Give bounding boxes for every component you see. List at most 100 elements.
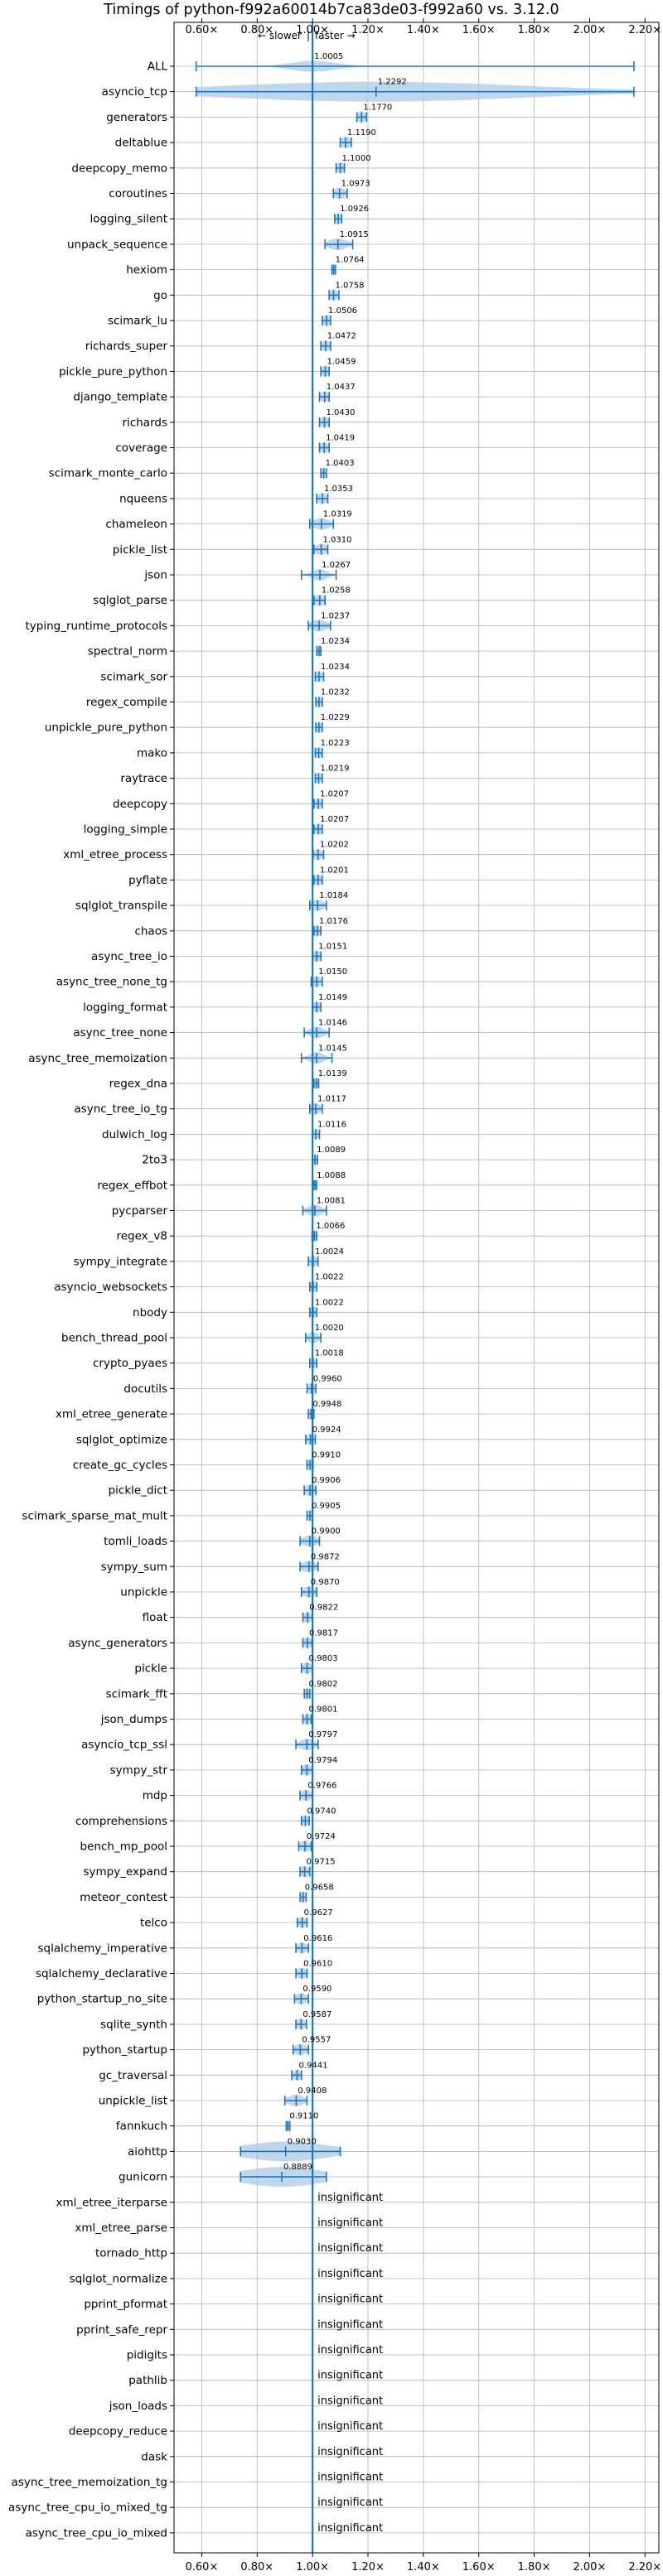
annotation-separator: | [307,30,310,41]
ratio-label: 1.0207 [320,789,349,798]
benchmark-label: async_tree_cpu_io_mixed [26,2526,167,2540]
ratio-label: 1.1770 [363,103,392,112]
benchmark-label: pickle_list [113,543,167,557]
benchmark-label: meteor_contest [80,1891,167,1904]
benchmark-label: richards [123,416,167,429]
ratio-label: 1.0005 [314,52,343,61]
benchmark-label: comprehensions [75,1815,167,1828]
xtick-bottom-label: 1.00× [296,2561,329,2574]
ratio-label: 0.9803 [309,1654,338,1663]
ratio-label: 1.0146 [318,1019,347,1028]
ratio-label: 0.9817 [309,1628,338,1638]
benchmark-label: tornado_http [95,2247,167,2260]
benchmark-label: ALL [148,60,168,74]
benchmark-label: async_tree_memoization_tg [12,2476,167,2489]
ratio-label: 1.0403 [326,459,355,468]
benchmark-label: tomli_loads [104,1535,167,1548]
benchmark-label: sqlglot_parse [93,594,167,607]
benchmark-label: chaos [134,924,167,938]
benchmark-label: deepcopy_reduce [69,2425,167,2439]
ratio-label: 0.9797 [308,1730,337,1739]
xtick-bottom-label: 2.00× [573,2561,607,2574]
insignificant-label: insignificant [317,2318,383,2331]
ratio-label: 1.0151 [318,943,347,952]
ratio-label: 1.0088 [317,1171,346,1180]
ratio-label: 1.0116 [317,1120,346,1129]
ratio-label: 1.2292 [378,78,407,87]
xtick-top-label: 1.40× [407,24,440,36]
benchmark-label: deepcopy_memo [71,162,167,175]
ratio-label: 1.0234 [321,663,350,672]
ratio-label: 0.9822 [309,1604,338,1613]
ratio-label: 1.0176 [319,917,348,926]
ratio-label: 0.9590 [302,1985,332,1994]
benchmark-label: chameleon [105,518,167,531]
benchmark-label: mako [137,746,167,760]
xtick-bottom-label: 1.60× [462,2561,496,2574]
benchmark-label: unpickle [120,1586,167,1599]
xtick-top-label: 0.80× [240,24,273,36]
benchmark-label: raytrace [120,772,167,785]
benchmark-label: scimark_monte_carlo [49,467,167,480]
benchmark-label: asyncio_websockets [54,1281,167,1294]
ratio-label: 1.0207 [320,815,349,824]
xtick-top-label: 1.80× [518,24,551,36]
ratio-label: 1.0353 [324,485,353,494]
benchmark-label: regex_v8 [116,1230,167,1243]
ratio-label: 0.9030 [288,2137,317,2146]
ratio-label: 1.0926 [340,205,369,214]
ratio-label: 1.0145 [318,1044,347,1053]
benchmark-label: regex_dna [109,1078,167,1091]
benchmark-label: coverage [115,441,167,455]
ratio-label: 1.0234 [321,637,350,646]
benchmark-label: xml_etree_generate [56,1408,167,1421]
insignificant-label: insignificant [317,2268,383,2280]
ratio-label: 1.0764 [336,256,365,265]
xtick-top-label: 2.00× [573,24,607,36]
ratio-label: 1.0081 [317,1197,346,1206]
benchmark-label: xml_etree_process [63,848,167,861]
xtick-bottom-label: 1.40× [407,2561,440,2574]
insignificant-label: insignificant [317,2472,383,2484]
benchmark-label: generators [106,111,167,124]
benchmark-label: sqlalchemy_declarative [36,1967,167,1980]
ratio-label: 0.9740 [307,1807,336,1816]
benchmark-label: spectral_norm [88,645,167,658]
benchmark-label: dulwich_log [102,1128,167,1141]
ratio-label: 1.1190 [347,128,376,137]
benchmark-label: scimark_lu [108,315,167,328]
benchmark-label: aiohttp [128,2145,167,2159]
plot-frame [173,22,660,2554]
benchmark-label: bench_thread_pool [61,1332,167,1345]
violins [196,60,634,2188]
benchmark-label: json_loads [109,2400,167,2413]
ratio-label: 1.0066 [316,1222,345,1231]
ratio-label: 0.9900 [312,1527,341,1536]
xtick-top-label: 1.00× [296,24,329,36]
benchmark-label: django_template [73,391,167,404]
benchmark-label: async_generators [68,1637,167,1650]
ratio-label: 0.9610 [303,1960,332,1969]
ratio-label: 1.0024 [315,1247,344,1257]
ratio-label: 0.9658 [305,1883,334,1892]
benchmark-label: python_startup_no_site [37,1993,167,2006]
ratio-label: 1.0020 [315,1324,344,1333]
benchmark-label: pprint_pformat [84,2298,167,2311]
grid [174,22,659,2553]
ratio-label: 1.0139 [318,1069,347,1078]
benchmark-label: scimark_fft [106,1687,167,1700]
insignificant-label: insignificant [317,2294,383,2306]
benchmark-label: async_tree_memoization [28,1052,167,1065]
ratio-label: 1.0973 [341,180,370,189]
xtick-bottom-label: 1.20× [351,2561,385,2574]
benchmark-label: asyncio_tcp_ssl [81,1739,167,1752]
benchmark-label: pickle [134,1662,167,1676]
ratio-label: 0.9960 [313,1374,342,1383]
benchmark-label: bench_mp_pool [80,1840,167,1854]
benchmark-label: scimark_sparse_mat_mult [22,1509,167,1522]
ratio-label: 0.9872 [311,1552,340,1561]
chart-title: Timings of python-f992a60014b7ca83de03-f… [103,2,559,18]
benchmark-label: json_dumps [100,1713,167,1726]
ratio-label: 0.9794 [308,1756,337,1765]
